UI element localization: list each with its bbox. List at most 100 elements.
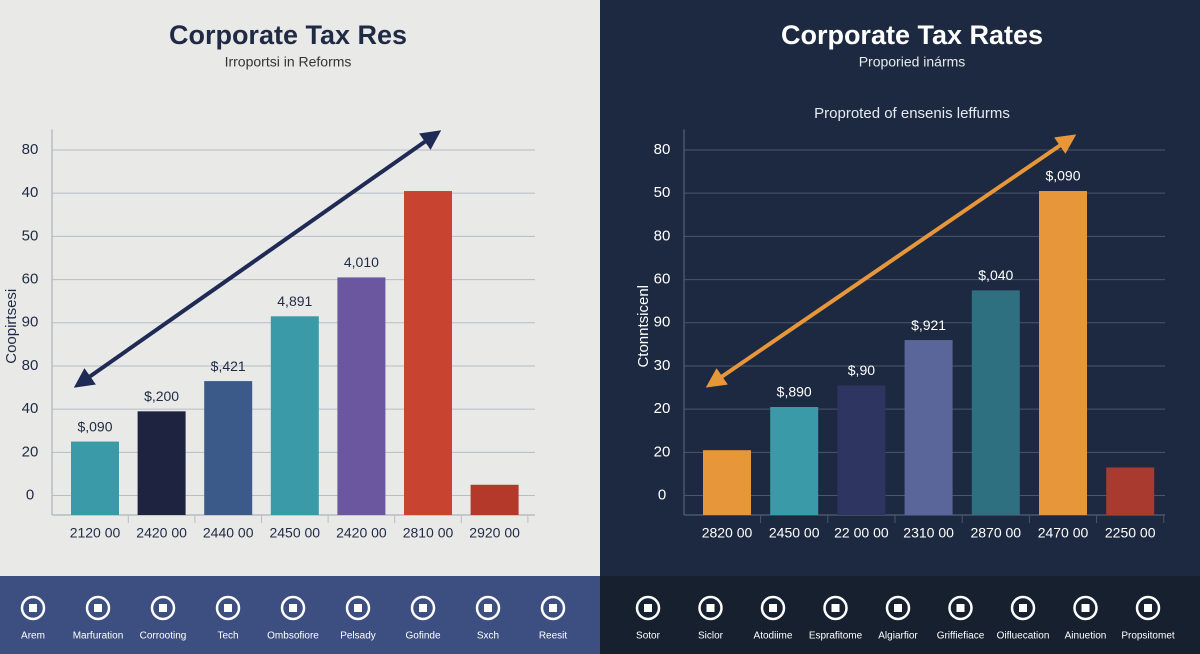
trend-arrow	[705, 134, 1077, 388]
x-tick-label: 2870 00	[970, 525, 1021, 541]
bar	[470, 484, 519, 515]
annotation: Proproted of ensenis leffurms	[814, 105, 1010, 122]
icon	[224, 604, 232, 612]
value-label: 4,010	[344, 254, 379, 270]
icon	[823, 595, 848, 621]
y-tick-label: 20	[654, 400, 671, 417]
icon	[540, 595, 566, 621]
icon-label: Ainuetion	[1065, 631, 1107, 642]
x-tick-label: 2440 00	[203, 525, 254, 541]
chart-title: Corporate Tax Res	[169, 20, 407, 50]
icon	[885, 595, 911, 621]
value-label: $,90	[848, 362, 875, 378]
icon	[1144, 604, 1152, 612]
x-tick-label: 2120 00	[70, 525, 121, 541]
icon	[831, 604, 840, 612]
icon	[760, 595, 786, 621]
y-tick-label: 50	[22, 227, 39, 244]
x-tick-label: 2920 00	[469, 525, 520, 541]
y-tick-label: 40	[22, 184, 39, 201]
icon-label: Atodiime	[754, 631, 793, 642]
icon-label: Sxch	[477, 631, 499, 642]
x-tick-label: 2450 00	[269, 525, 320, 541]
icon	[1010, 595, 1036, 621]
y-tick-label: 50	[654, 184, 671, 201]
bar	[137, 411, 186, 515]
x-tick-label: 2420 00	[336, 525, 387, 541]
y-tick-label: 30	[654, 357, 671, 374]
icon	[956, 604, 965, 612]
chart-subtitle: Irroportsi in Reforms	[225, 54, 352, 70]
icon	[345, 595, 371, 621]
icon	[484, 604, 492, 612]
icon	[475, 595, 501, 621]
icon	[698, 595, 723, 621]
icon-label: Oifluecation	[997, 631, 1050, 642]
icon	[635, 595, 661, 621]
right-footer	[600, 576, 1200, 654]
chart-title: Corporate Tax Rates	[781, 20, 1043, 50]
x-tick-label: 2450 00	[769, 525, 820, 541]
y-tick-label: 90	[654, 314, 671, 331]
y-axis-label: Coopirtsesi	[3, 289, 20, 364]
icon	[215, 595, 241, 621]
bar	[71, 441, 119, 515]
icon	[1019, 604, 1027, 612]
icon	[549, 604, 557, 612]
icon	[1081, 604, 1090, 612]
icon	[769, 604, 777, 612]
icon	[94, 604, 102, 612]
y-tick-label: 80	[22, 357, 39, 374]
icon-label: Corrooting	[140, 631, 187, 642]
value-label: 4,891	[277, 293, 312, 309]
icon	[894, 604, 902, 612]
value-label: $,090	[1045, 168, 1080, 184]
icon-label: Griffiefiace	[937, 631, 985, 642]
bar	[337, 277, 386, 515]
x-tick-label: 22 00 00	[834, 525, 889, 541]
icon	[85, 595, 111, 621]
icon	[354, 604, 362, 612]
icon-label: Siclor	[698, 631, 724, 642]
icon-label: Algiarfior	[878, 631, 918, 642]
icon	[20, 595, 46, 621]
icon-label: Marfuration	[73, 631, 124, 642]
icon-label: Gofinde	[405, 631, 440, 642]
y-tick-label: 90	[22, 314, 39, 331]
trend-arrow	[73, 130, 442, 388]
value-label: $,200	[144, 388, 179, 404]
y-tick-label: 80	[654, 227, 671, 244]
value-label: $,890	[777, 384, 812, 400]
icon-label: Ombsofiore	[267, 631, 319, 642]
icon-label: Tech	[217, 631, 238, 642]
y-tick-label: 20	[22, 443, 39, 460]
icon	[948, 595, 973, 621]
x-tick-label: 2420 00	[136, 525, 187, 541]
icon	[159, 604, 167, 612]
icon-label: Arem	[21, 631, 45, 642]
bar	[1106, 467, 1155, 515]
x-tick-label: 2470 00	[1038, 525, 1089, 541]
value-label: $,421	[211, 358, 246, 374]
icon	[150, 595, 176, 621]
value-label: $,921	[911, 317, 946, 333]
icon-label: Sotor	[636, 631, 661, 642]
y-tick-label: 0	[26, 487, 34, 504]
icon	[280, 595, 306, 621]
y-tick-label: 80	[654, 141, 671, 158]
bar	[270, 316, 319, 515]
bar	[703, 450, 751, 515]
x-tick-label: 2810 00	[403, 525, 454, 541]
y-tick-label: 0	[658, 487, 666, 504]
icon-label: Esprafitome	[809, 631, 863, 642]
x-tick-label: 2250 00	[1105, 525, 1156, 541]
icon	[706, 604, 715, 612]
value-label: $,040	[978, 267, 1013, 283]
bar	[1039, 191, 1087, 515]
icon	[29, 604, 37, 612]
icon-label: Reesit	[539, 631, 568, 642]
bar	[837, 385, 886, 515]
x-tick-label: 2820 00	[702, 525, 753, 541]
icon	[289, 604, 297, 612]
